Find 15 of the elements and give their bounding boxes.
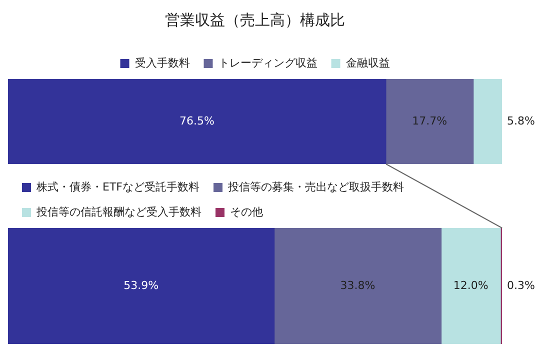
data-label: 0.3%: [507, 278, 535, 292]
legend-label: 投信等の募集・売出など取扱手数料: [226, 180, 404, 194]
chart-title: 営業収益（売上高）構成比: [165, 10, 345, 29]
data-label: 5.8%: [507, 114, 535, 128]
data-label: 76.5%: [179, 114, 214, 128]
legend-label: 受入手数料: [134, 56, 190, 70]
legend-label: その他: [230, 205, 263, 218]
legend-label: 投信等の信託報酬など受入手数料: [36, 205, 202, 218]
data-label: 12.0%: [453, 278, 488, 292]
data-label: 17.7%: [412, 114, 448, 128]
data-label: 53.9%: [124, 278, 159, 292]
legend-label: 株式・債券・ETFなど受託手数料: [36, 180, 200, 194]
legend-label: トレーディング収益: [218, 56, 318, 70]
legend-label: 金融収益: [346, 56, 390, 70]
data-label: 33.8%: [340, 278, 376, 292]
